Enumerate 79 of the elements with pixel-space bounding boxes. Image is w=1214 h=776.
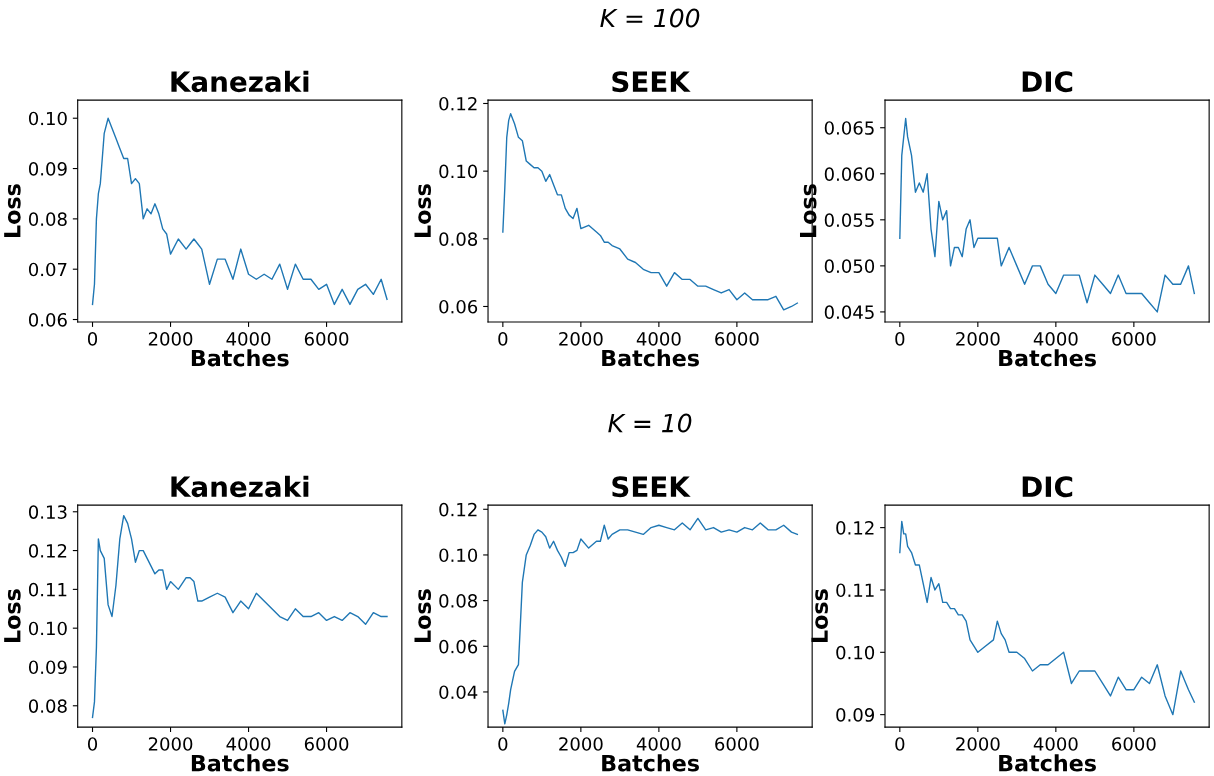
x-axis-title: Batches [999,754,1096,772]
x-tick-label: 0 [498,332,508,346]
y-tick-label: 0.055 [824,213,874,227]
y-tick-label: 0.06 [439,299,478,314]
x-tick-label: 2000 [956,332,1000,346]
text: K = 100 [600,8,700,28]
y-tick-label: 0.13 [28,505,67,519]
x-tick-label: 6000 [304,332,349,346]
y-tick-label: 0.065 [824,121,874,135]
line-series [899,117,1196,313]
x-tick-label: 4000 [636,332,681,346]
y-axis-title: Loss [4,589,21,643]
chart-title: DIC [1022,476,1073,498]
x-tick-label: 6000 [1112,332,1156,346]
x-tick-label: 6000 [304,737,349,751]
chart-title: SEEK [612,476,691,498]
line-series [91,514,388,719]
y-tick-label: 0.12 [836,521,874,535]
x-tick-label: 4000 [226,332,271,346]
y-axis-title: Loss [414,184,432,237]
y-tick-label: 0.045 [824,305,874,320]
y-tick-label: 0.10 [28,111,67,126]
y-tick-label: 0.060 [824,167,875,181]
line-series [502,112,799,311]
y-tick-label: 0.12 [439,96,477,111]
y-tick-label: 0.09 [28,162,67,176]
x-tick-label: 6000 [715,737,759,751]
x-tick-label: 4000 [1033,332,1078,346]
x-tick-label: 0 [895,737,905,751]
y-tick-label: 0.10 [439,548,478,563]
x-tick-label: 2000 [148,332,193,346]
x-tick-label: 2000 [148,737,193,751]
y-tick-label: 0.04 [439,685,478,700]
x-axis-title: Batches [191,349,289,367]
y-tick-label: 0.07 [28,262,67,277]
line-series [899,520,1196,716]
x-tick-label: 2000 [956,737,1000,751]
x-tick-label: 6000 [715,332,759,346]
y-tick-label: 0.10 [439,164,478,179]
y-tick-label: 0.06 [28,312,67,327]
y-tick-label: 0.12 [439,502,477,517]
y-tick-label: 0.08 [28,699,67,713]
y-tick-label: 0.09 [28,660,67,675]
y-tick-label: 0.10 [836,645,875,660]
x-axis-title: Batches [999,349,1096,367]
line-series [91,117,388,306]
x-axis-title: Batches [602,754,699,772]
y-tick-label: 0.09 [836,708,875,722]
x-axis-title: Batches [602,349,699,367]
y-tick-label: 0.08 [439,232,478,246]
x-tick-label: 4000 [1033,737,1078,751]
chart-title: Kanezaki [171,475,309,498]
x-tick-label: 0 [498,737,508,751]
y-tick-label: 0.08 [439,594,478,608]
y-tick-label: 0.08 [28,212,67,226]
y-tick-label: 0.10 [28,621,67,636]
y-tick-label: 0.12 [28,544,67,558]
y-axis-title: Loss [811,589,828,643]
y-tick-label: 0.11 [836,583,874,598]
y-tick-label: 0.06 [439,639,478,654]
chart-title: Kanezaki [171,70,309,93]
x-tick-label: 0 [895,332,905,346]
chart-title: DIC [1022,71,1073,93]
y-axis-title: Loss [4,184,21,237]
x-tick-label: 2000 [559,737,603,751]
x-tick-label: 2000 [559,332,603,346]
text: K = 10 [608,413,692,433]
x-tick-label: 0 [87,737,98,751]
y-tick-label: 0.11 [28,582,67,597]
chart-title: SEEK [612,71,691,93]
y-axis-title: Loss [414,589,432,643]
y-tick-label: 0.050 [824,259,875,273]
x-axis-title: Batches [191,754,289,772]
x-tick-label: 4000 [226,737,271,751]
x-tick-label: 4000 [636,737,681,751]
line-series [502,517,799,725]
y-axis-title: Loss [799,184,817,237]
x-tick-label: 6000 [1112,737,1156,751]
x-tick-label: 0 [87,332,98,346]
